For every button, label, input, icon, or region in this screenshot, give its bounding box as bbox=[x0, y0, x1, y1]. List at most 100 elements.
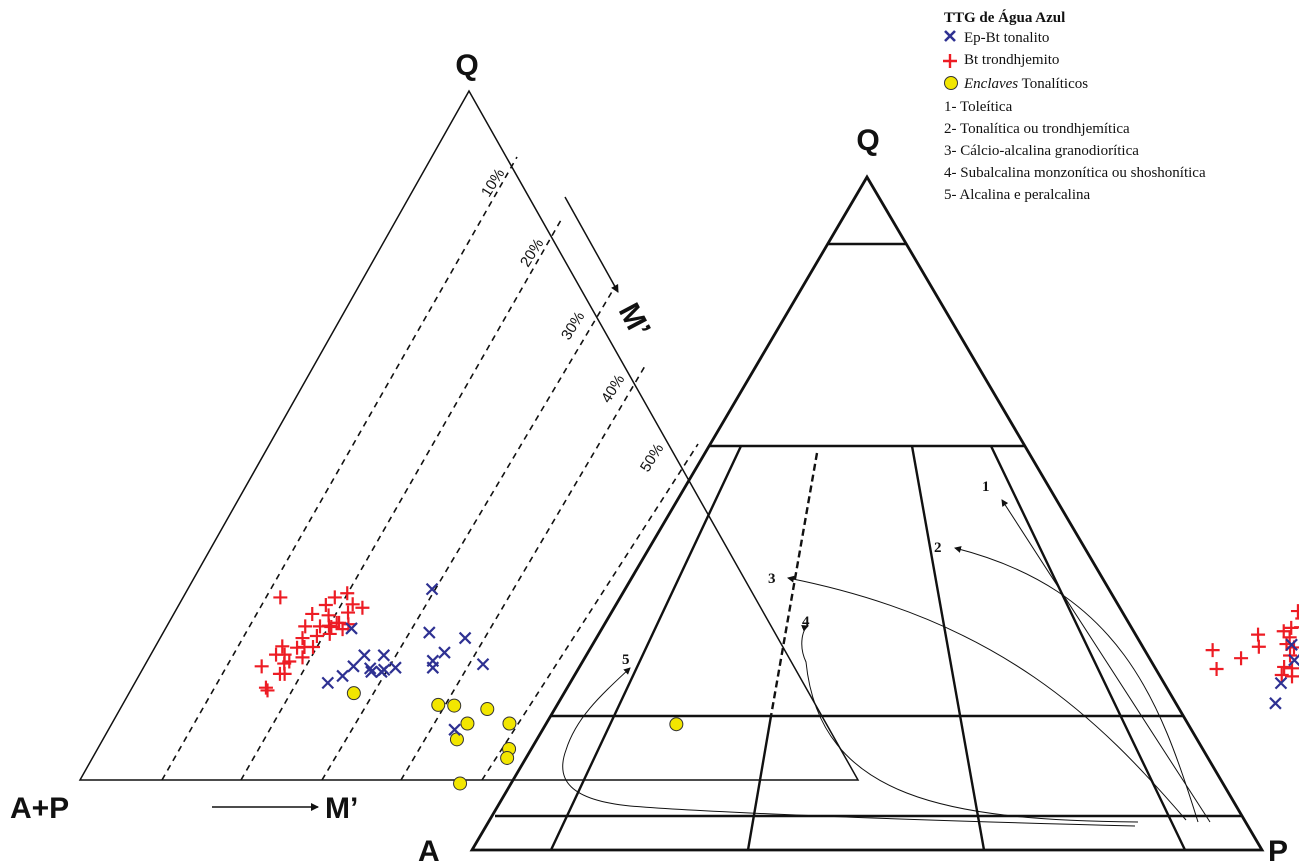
c1-plus-point-19 bbox=[1234, 651, 1249, 666]
c1-x-point-13 bbox=[1274, 676, 1288, 690]
legend-series-5: 5- Alcalina e peralcalina bbox=[944, 187, 1091, 203]
c1-plus-point-11 bbox=[1274, 668, 1289, 683]
radial-boundary-90 bbox=[989, 445, 1187, 851]
m-prime-right-arrow bbox=[564, 196, 619, 293]
right-ternary-diagram: 1 2 3 4 5 Q A P bbox=[418, 124, 1299, 861]
legend-label-enclaves-rest: Tonalíticos bbox=[1018, 76, 1088, 92]
c1-plus-point-10 bbox=[1277, 659, 1292, 674]
c0-plus-point-8 bbox=[305, 606, 320, 621]
c0-circle-point-4 bbox=[460, 716, 475, 731]
c0-plus-point-28 bbox=[295, 650, 310, 665]
c0-x-point-9 bbox=[336, 669, 349, 683]
left-vertex-a-plus-p: A+P bbox=[10, 792, 69, 825]
c0-plus-point-31 bbox=[277, 666, 292, 681]
legend-item-bt-trondhjemito: Bt trondhjemito bbox=[943, 52, 1059, 68]
left-axis-m-prime-bottom: M’ bbox=[325, 792, 358, 825]
right-vertex-a: A bbox=[418, 835, 440, 861]
c0-x-point-12 bbox=[377, 663, 391, 677]
c0-plus-point-5 bbox=[341, 605, 356, 620]
c0-plus-point-4 bbox=[355, 600, 370, 615]
m-line-40 bbox=[400, 365, 646, 781]
c0-x-point-18 bbox=[448, 723, 461, 736]
c0-plus-point-20 bbox=[275, 639, 290, 654]
right-vertex-q: Q bbox=[856, 124, 879, 157]
legend-label-ep-bt-tonalito: Ep-Bt tonalito bbox=[964, 30, 1049, 46]
right-vertex-p: P bbox=[1268, 835, 1288, 861]
pct-label-50: 50% bbox=[637, 441, 667, 475]
legend-label-enclaves-italic: Enclaves bbox=[963, 76, 1018, 92]
c0-circle-point-2 bbox=[447, 698, 462, 713]
trend-curve-2 bbox=[954, 546, 1199, 823]
trend-curve-5 bbox=[562, 667, 1136, 827]
c0-x-point-1 bbox=[423, 626, 436, 639]
legend: TTG de Água Azul Ep-Bt tonalito Bt trond… bbox=[943, 9, 1206, 203]
c0-circle-point-1 bbox=[431, 697, 446, 712]
c0-plus-point-12 bbox=[298, 619, 313, 634]
left-data-points bbox=[254, 582, 684, 791]
c0-plus-point-19 bbox=[322, 626, 337, 641]
c0-x-point-6 bbox=[363, 662, 377, 675]
c0-plus-point-6 bbox=[345, 597, 360, 612]
c0-x-point-3 bbox=[358, 649, 371, 662]
c0-x-point-14 bbox=[426, 661, 440, 674]
m-line-20 bbox=[240, 219, 562, 781]
trend-label-1: 1 bbox=[982, 479, 990, 495]
circle-marker-icon bbox=[944, 76, 958, 90]
m-line-10 bbox=[161, 156, 518, 781]
c0-plus-point-18 bbox=[309, 628, 324, 643]
c0-plus-point-15 bbox=[324, 620, 339, 635]
right-triangle-outline bbox=[469, 174, 1265, 852]
c0-plus-point-29 bbox=[254, 659, 269, 674]
trend-label-3: 3 bbox=[768, 571, 776, 587]
c0-plus-point-0 bbox=[273, 590, 288, 605]
legend-series-3: 3- Cálcio-alcalina granodiorítica bbox=[944, 143, 1139, 159]
c0-plus-point-2 bbox=[340, 586, 355, 601]
legend-series-1: 1- Toleítica bbox=[944, 99, 1013, 115]
c0-plus-point-33 bbox=[260, 683, 275, 698]
c0-circle-point-5 bbox=[502, 716, 517, 731]
c0-plus-point-3 bbox=[318, 597, 333, 612]
c1-plus-point-17 bbox=[1251, 627, 1266, 642]
c0-x-point-16 bbox=[458, 631, 472, 645]
c0-circle-point-3 bbox=[480, 702, 495, 717]
pct-label-10: 10% bbox=[478, 166, 508, 200]
left-ternary-diagram: 10% 20% 30% 40% 50% Q A+P M’ M’ bbox=[10, 49, 860, 825]
m-line-30 bbox=[321, 289, 614, 781]
c1-plus-point-0 bbox=[1290, 604, 1299, 619]
radial-boundary-35-lower bbox=[746, 715, 773, 851]
legend-series-2: 2- Tonalítica ou trondhjemítica bbox=[944, 121, 1130, 137]
m-line-50 bbox=[481, 443, 699, 781]
c0-x-point-5 bbox=[347, 660, 360, 673]
left-vertex-q: Q bbox=[455, 49, 478, 82]
c0-circle-point-10 bbox=[669, 717, 684, 732]
c0-circle-point-9 bbox=[453, 776, 468, 791]
c1-x-point-11 bbox=[1285, 638, 1298, 652]
x-marker-icon bbox=[944, 30, 956, 42]
c1-plus-point-5 bbox=[1276, 624, 1291, 639]
c1-plus-point-3 bbox=[1284, 620, 1299, 635]
c0-x-point-15 bbox=[438, 646, 451, 659]
legend-label-bt-trondhjemito: Bt trondhjemito bbox=[964, 52, 1059, 68]
left-axis-m-prime-right: M’ bbox=[612, 298, 657, 343]
right-data-points bbox=[1205, 604, 1299, 710]
radial-boundary-10 bbox=[549, 445, 743, 851]
trend-label-2: 2 bbox=[934, 540, 942, 556]
c0-circle-point-8 bbox=[500, 750, 515, 765]
c1-plus-point-18 bbox=[1205, 643, 1220, 658]
c0-plus-point-23 bbox=[306, 640, 321, 655]
c1-plus-point-13 bbox=[1285, 669, 1299, 684]
trend-label-5: 5 bbox=[622, 652, 630, 668]
left-triangle-outline bbox=[78, 89, 860, 781]
trend-label-4: 4 bbox=[802, 614, 810, 630]
c1-plus-point-1 bbox=[1295, 617, 1299, 620]
plus-marker-icon bbox=[943, 54, 957, 68]
legend-item-ep-bt-tonalito: Ep-Bt tonalito bbox=[944, 30, 1049, 46]
c0-x-point-2 bbox=[345, 622, 358, 635]
c0-x-point-10 bbox=[321, 676, 335, 690]
c0-plus-point-1 bbox=[327, 590, 342, 605]
trend-curve-3 bbox=[787, 575, 1187, 821]
pct-label-40: 40% bbox=[598, 372, 628, 406]
c0-plus-point-16 bbox=[335, 622, 350, 637]
c0-circle-point-0 bbox=[346, 686, 361, 701]
